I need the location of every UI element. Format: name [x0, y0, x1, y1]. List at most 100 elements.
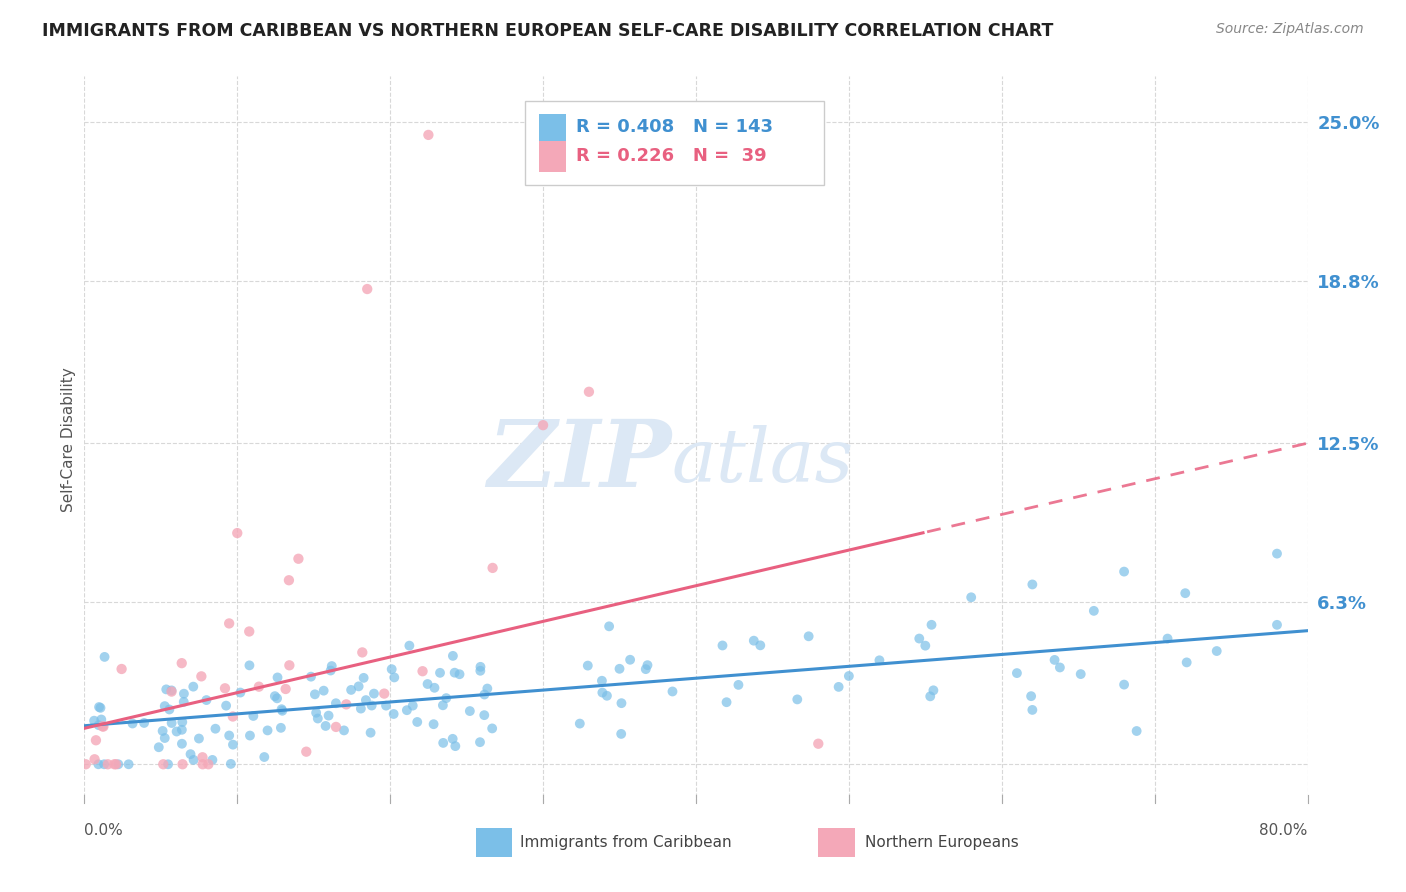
Point: [422, 717, 444, 731]
Point: [157, 702, 180, 716]
Point: [382, 706, 405, 721]
Text: ZIP: ZIP: [488, 417, 672, 506]
Point: [412, 664, 434, 678]
Point: [157, 757, 180, 772]
Point: [352, 645, 374, 659]
Point: [318, 708, 340, 723]
Point: [84, 733, 107, 747]
Point: [432, 736, 454, 750]
Point: [247, 680, 270, 694]
Y-axis label: Self-Care Disability: Self-Care Disability: [60, 367, 76, 512]
Point: [87, 757, 110, 772]
Text: Northern Europeans: Northern Europeans: [865, 835, 1018, 850]
Point: [458, 704, 481, 718]
Point: [173, 695, 195, 709]
Point: [468, 735, 491, 749]
Point: [395, 703, 418, 717]
Point: [1070, 667, 1092, 681]
Point: [91, 719, 114, 733]
Point: [315, 719, 337, 733]
Point: [160, 683, 183, 698]
Point: [218, 616, 240, 631]
Point: [406, 714, 429, 729]
Point: [152, 757, 174, 772]
Point: [350, 701, 373, 715]
Point: [173, 687, 195, 701]
Point: [827, 680, 849, 694]
Point: [93, 757, 115, 772]
Point: [921, 617, 943, 632]
Point: [105, 757, 128, 772]
Point: [1156, 632, 1178, 646]
Point: [531, 418, 554, 433]
Point: [382, 670, 405, 684]
Point: [187, 731, 209, 746]
Point: [434, 691, 457, 706]
Point: [335, 698, 357, 712]
Point: [481, 722, 503, 736]
Point: [107, 757, 129, 772]
Point: [868, 653, 890, 667]
Point: [312, 683, 335, 698]
Point: [634, 662, 657, 676]
Point: [1125, 724, 1147, 739]
Point: [711, 639, 734, 653]
Point: [1021, 703, 1043, 717]
Point: [429, 665, 451, 680]
Point: [201, 753, 224, 767]
Point: [398, 639, 420, 653]
Point: [170, 723, 193, 737]
Point: [242, 709, 264, 723]
Point: [83, 752, 105, 766]
Point: [1043, 653, 1066, 667]
Point: [727, 678, 749, 692]
Point: [218, 729, 240, 743]
Point: [266, 691, 288, 706]
Point: [148, 740, 170, 755]
Point: [170, 737, 193, 751]
Point: [160, 684, 183, 698]
Point: [444, 739, 467, 753]
Point: [75, 757, 97, 772]
Point: [1265, 547, 1288, 561]
Point: [160, 716, 183, 731]
Point: [360, 698, 382, 713]
Point: [1114, 677, 1136, 691]
Bar: [818, 829, 855, 857]
Point: [610, 727, 633, 741]
Point: [307, 711, 329, 725]
Point: [197, 757, 219, 772]
Point: [83, 714, 105, 728]
Point: [166, 724, 188, 739]
Point: [238, 624, 260, 639]
Point: [266, 670, 288, 684]
Point: [277, 573, 299, 587]
Point: [432, 698, 454, 713]
Point: [93, 720, 115, 734]
Point: [90, 713, 112, 727]
Point: [1005, 666, 1028, 681]
Point: [716, 695, 738, 709]
Point: [89, 701, 111, 715]
Text: IMMIGRANTS FROM CARIBBEAN VS NORTHERN EUROPEAN SELF-CARE DISABILITY CORRELATION : IMMIGRANTS FROM CARIBBEAN VS NORTHERN EU…: [42, 22, 1053, 40]
Point: [299, 670, 322, 684]
Point: [340, 682, 363, 697]
Point: [172, 757, 194, 772]
Point: [423, 681, 446, 695]
Point: [375, 698, 398, 713]
Point: [591, 673, 613, 688]
Point: [222, 709, 245, 723]
Point: [222, 738, 245, 752]
Point: [215, 698, 238, 713]
Text: R = 0.408   N = 143: R = 0.408 N = 143: [576, 118, 773, 136]
Point: [132, 715, 155, 730]
Point: [786, 692, 808, 706]
Point: [214, 681, 236, 696]
Point: [180, 747, 202, 761]
Point: [472, 708, 495, 723]
Point: [93, 649, 115, 664]
Point: [219, 756, 242, 771]
Point: [270, 702, 292, 716]
Point: [598, 619, 620, 633]
Point: [155, 682, 177, 697]
